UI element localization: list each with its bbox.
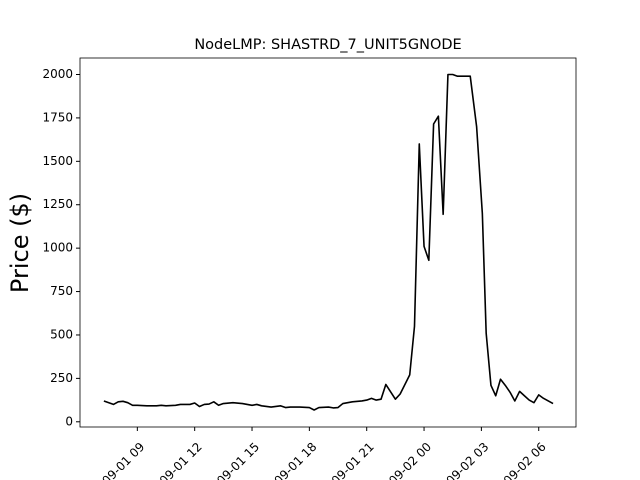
y-axis-label: Price ($)	[6, 193, 34, 293]
y-tick-label: 1000	[42, 241, 73, 255]
y-tick-label: 1500	[42, 154, 73, 168]
plot-frame	[79, 57, 577, 428]
x-tick-label: 09-01 21	[329, 440, 377, 480]
y-tick-label: 750	[50, 284, 73, 298]
y-tick-label: 250	[50, 371, 73, 385]
y-tick-label: 2000	[42, 67, 73, 81]
price-line	[103, 73, 554, 411]
x-tick-label: 09-01 12	[157, 440, 205, 480]
x-tick-label: 09-02 00	[386, 440, 434, 480]
x-tick-label: 09-01 18	[271, 440, 319, 480]
x-tick-label: 09-02 03	[443, 440, 491, 480]
chart-title: NodeLMP: SHASTRD_7_UNIT5GNODE	[194, 37, 461, 53]
y-tick-label: 1750	[42, 110, 73, 124]
x-tick-label: 09-01 09	[99, 440, 147, 480]
x-tick-label: 09-02 06	[501, 440, 549, 480]
y-tick-label: 500	[50, 327, 73, 341]
x-tick-label: 09-01 15	[214, 440, 262, 480]
y-tick-label: 1250	[42, 197, 73, 211]
y-tick-label: 0	[65, 414, 73, 428]
